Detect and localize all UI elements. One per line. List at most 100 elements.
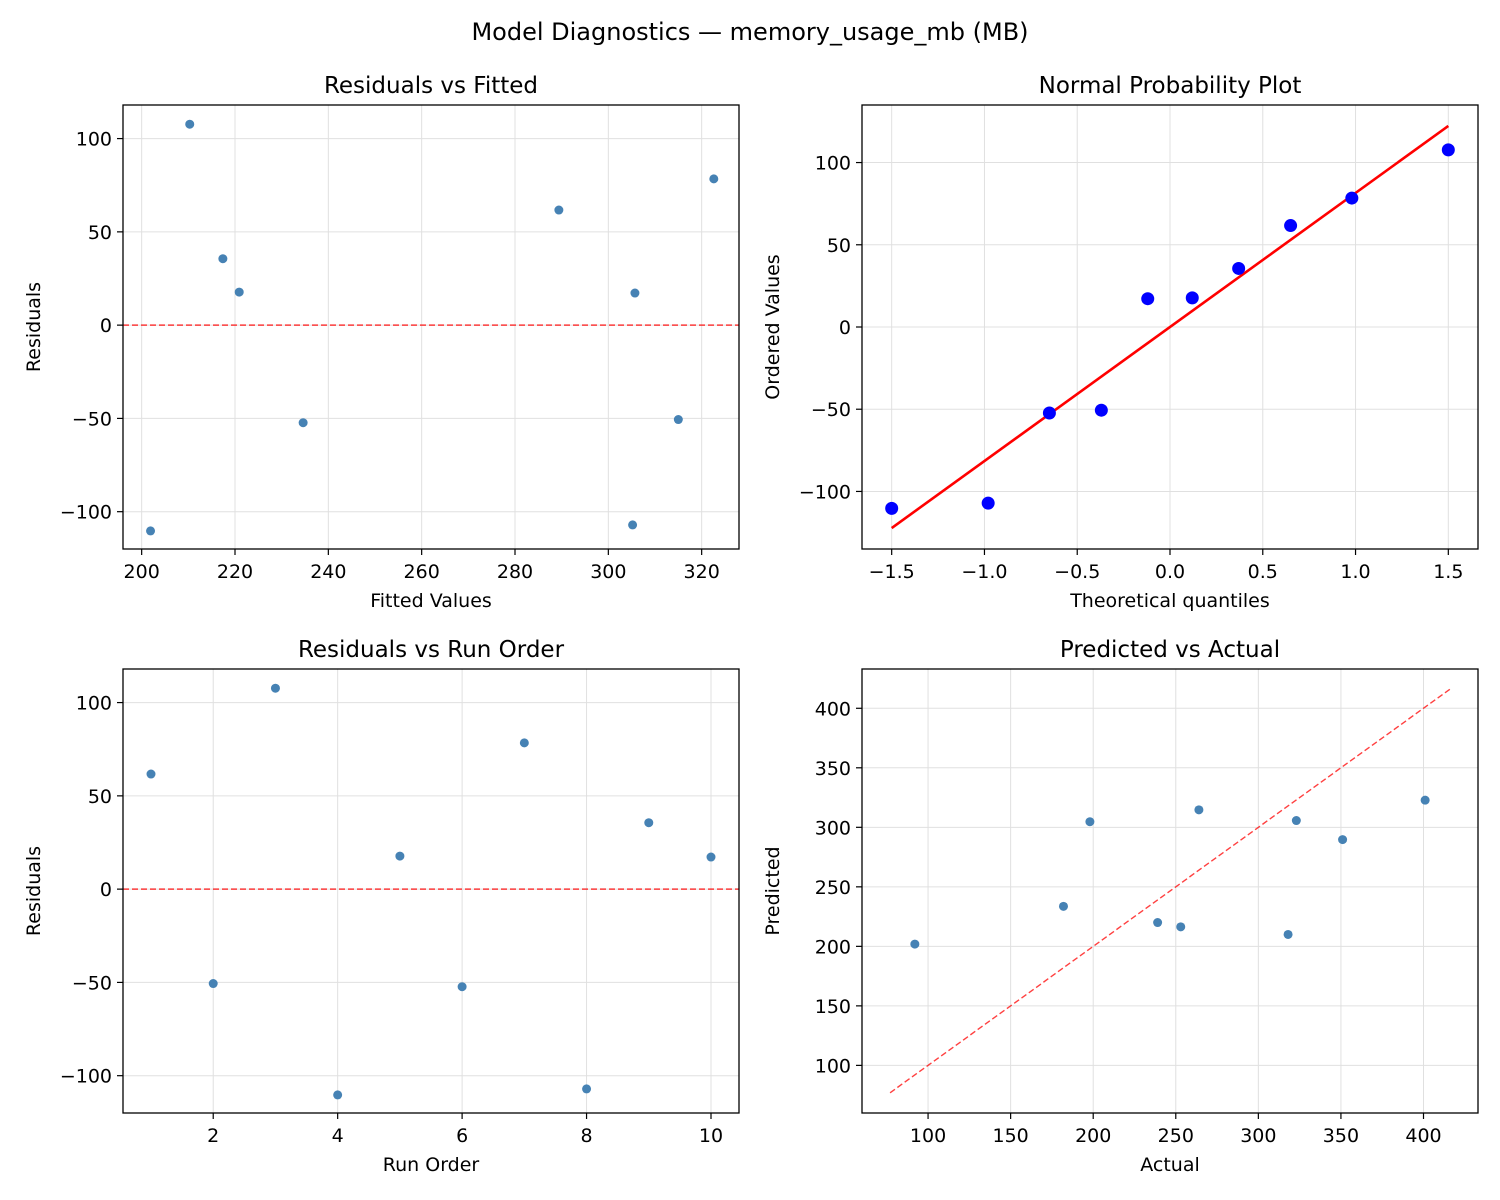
data-point [1284, 219, 1298, 233]
data-point [1042, 406, 1056, 420]
data-point [1338, 835, 1348, 845]
y-tick-label: −50 [811, 399, 851, 421]
figure-title: Model Diagnostics — memory_usage_mb (MB) [471, 18, 1029, 46]
y-axis-label: Residuals [23, 282, 45, 372]
data-point [1085, 817, 1095, 827]
data-point [554, 205, 564, 215]
data-point [709, 174, 719, 184]
data-point [981, 496, 995, 510]
y-tick-label: 200 [815, 936, 851, 958]
x-tick-label: 400 [1405, 1125, 1441, 1147]
data-point [628, 520, 638, 530]
x-tick-label: 280 [497, 561, 533, 583]
x-tick-label: 1.5 [1433, 561, 1463, 583]
y-axis-label: Predicted [762, 846, 784, 935]
x-tick-label: −1.0 [961, 561, 1007, 583]
data-point [298, 418, 308, 428]
data-point [146, 526, 156, 536]
pred-actual-panel: 100 150 200 250 300 350 400 100 150 200 250 300 350 4… [762, 637, 1479, 1176]
y-tick-label: 0 [839, 317, 851, 339]
data-point [1194, 805, 1204, 815]
data-point [673, 415, 683, 425]
y-tick-label: 100 [76, 693, 112, 715]
x-tick-label: 100 [910, 1125, 946, 1147]
y-tick-label: 0 [100, 315, 112, 337]
data-point [519, 738, 529, 748]
data-point [885, 501, 899, 515]
y-tick-label: −100 [60, 502, 112, 524]
data-point [333, 1090, 343, 1100]
x-axis-label: Actual [1140, 1154, 1200, 1176]
y-tick-label: 400 [815, 698, 851, 720]
panel-title: Predicted vs Actual [1060, 637, 1280, 663]
data-point [234, 287, 244, 297]
data-point [1094, 403, 1108, 417]
data-point [270, 683, 280, 693]
data-point [582, 1084, 592, 1094]
data-point [1058, 901, 1068, 911]
y-tick-label: 50 [827, 235, 851, 257]
x-tick-label: 1.0 [1340, 561, 1370, 583]
x-tick-label: 350 [1323, 1125, 1359, 1147]
data-point [1345, 191, 1359, 205]
x-tick-label: 220 [217, 561, 253, 583]
data-point [395, 851, 405, 861]
y-tick-label: −100 [799, 481, 851, 503]
x-tick-label: 150 [992, 1125, 1028, 1147]
x-tick-label: −0.5 [1054, 561, 1100, 583]
axes-frame [122, 104, 740, 550]
x-tick-label: 240 [310, 561, 346, 583]
y-tick-label: 350 [815, 758, 851, 780]
x-tick-label: 250 [1158, 1125, 1194, 1147]
data-point [706, 852, 716, 862]
data-point [218, 254, 228, 264]
data-point [1185, 291, 1199, 305]
x-tick-label: 320 [684, 561, 720, 583]
data-point [1283, 929, 1293, 939]
y-tick-label: 50 [88, 222, 112, 244]
normal-prob-panel: −1.5 −1.0 −0.5 0.0 0.5 1.0 1.5 −100 −50 0 50 100 Nor… [762, 73, 1479, 612]
y-tick-label: 50 [88, 786, 112, 808]
data-point [1420, 795, 1430, 805]
y-tick-label: 0 [100, 879, 112, 901]
data-point [457, 982, 467, 992]
data-point [910, 939, 920, 949]
x-axis-label: Fitted Values [370, 590, 492, 612]
panel-title: Normal Probability Plot [1039, 73, 1302, 99]
resid-fitted-panel: 200 220 240 260 280 300 320 −100 −50 0 50 100 Residu… [23, 73, 740, 612]
x-tick-label: 260 [404, 561, 440, 583]
y-tick-label: 250 [815, 877, 851, 899]
data-point [1141, 292, 1155, 306]
panel-title: Residuals vs Fitted [324, 73, 538, 99]
y-tick-label: −50 [72, 408, 112, 430]
x-axis-label: Run Order [383, 1154, 480, 1176]
data-point [630, 288, 640, 298]
x-tick-label: 200 [124, 561, 160, 583]
data-point [644, 818, 654, 828]
y-tick-label: 100 [76, 129, 112, 151]
axes-frame [861, 668, 1479, 1114]
data-point [185, 119, 195, 129]
x-tick-label: 300 [590, 561, 626, 583]
y-tick-label: 100 [815, 1055, 851, 1077]
x-tick-label: 300 [1240, 1125, 1276, 1147]
data-point [1232, 261, 1246, 275]
data-point [1153, 918, 1163, 928]
y-tick-label: 300 [815, 817, 851, 839]
data-point [1441, 143, 1455, 157]
x-tick-label: 200 [1075, 1125, 1111, 1147]
y-tick-label: 100 [815, 153, 851, 175]
x-tick-label: 8 [581, 1125, 593, 1147]
panel-title: Residuals vs Run Order [298, 637, 565, 663]
x-tick-label: 10 [699, 1125, 723, 1147]
data-point [1176, 922, 1186, 932]
x-tick-label: −1.5 [869, 561, 915, 583]
identity-reference-line [889, 688, 1451, 1094]
y-tick-label: −100 [60, 1066, 112, 1088]
x-tick-label: 0.5 [1248, 561, 1278, 583]
axes-frame [861, 104, 1479, 550]
resid-order-panel: 2 4 6 8 10 −100 −50 0 50 100 Residuals vs Run Orde… [23, 637, 740, 1176]
y-axis-label: Residuals [23, 846, 45, 936]
